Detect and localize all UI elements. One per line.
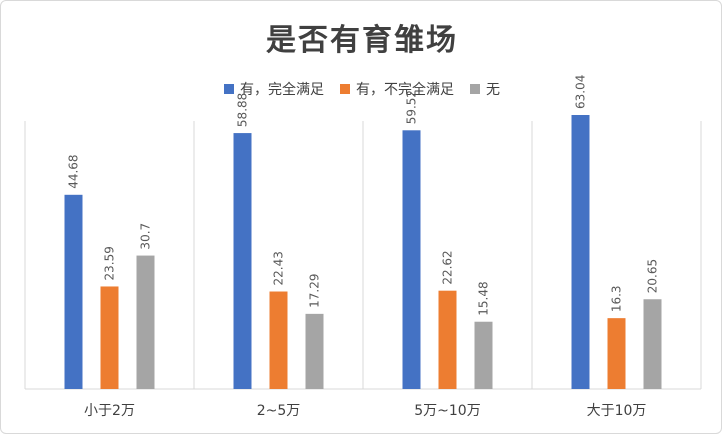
legend-label-series-2: 无	[486, 82, 500, 98]
bar-1-2	[305, 313, 324, 389]
chart-legend: 有，完全满足 有，不完全满足 无	[1, 79, 722, 99]
legend-item-series-2: 无	[470, 79, 500, 99]
bar-3-1	[607, 318, 626, 389]
bar-3-2	[643, 299, 662, 389]
data-label-2-0: 59.52	[405, 90, 419, 124]
x-tick-label-1: 2~5万	[257, 403, 301, 419]
data-label-1-1: 22.43	[272, 251, 286, 285]
data-label-1-0: 58.88	[236, 93, 250, 127]
bar-0-2	[136, 255, 155, 389]
data-label-3-2: 20.65	[646, 259, 660, 293]
data-label-2-1: 22.62	[441, 250, 455, 284]
x-tick-label-2: 5万~10万	[414, 403, 480, 419]
data-label-1-2: 17.29	[308, 273, 322, 307]
bar-0-1	[100, 286, 119, 389]
bar-1-1	[269, 291, 288, 389]
bar-2-1	[438, 290, 457, 389]
legend-label-series-1: 有，不完全满足	[356, 82, 454, 98]
legend-item-series-1: 有，不完全满足	[340, 79, 454, 99]
legend-item-series-0: 有，完全满足	[224, 79, 324, 99]
bar-2-2	[474, 321, 493, 389]
data-label-3-0: 63.04	[574, 75, 588, 109]
x-tick-label-0: 小于2万	[84, 403, 135, 419]
legend-label-series-0: 有，完全满足	[240, 82, 324, 98]
data-label-2-2: 15.48	[477, 281, 491, 315]
chart-title: 是否有育雏场	[266, 23, 458, 58]
legend-swatch-series-0	[224, 84, 234, 94]
legend-swatch-series-2	[470, 84, 480, 94]
bar-3-0	[571, 115, 590, 389]
data-label-0-0: 44.68	[67, 154, 81, 188]
data-label-0-2: 30.7	[139, 223, 153, 250]
data-label-3-1: 16.3	[610, 285, 624, 312]
x-tick-label-3: 大于10万	[587, 403, 647, 419]
bar-2-0	[402, 130, 421, 389]
legend-swatch-series-1	[340, 84, 350, 94]
bar-1-0	[233, 133, 252, 389]
data-label-0-1: 23.59	[103, 246, 117, 280]
bar-0-0	[64, 194, 83, 389]
